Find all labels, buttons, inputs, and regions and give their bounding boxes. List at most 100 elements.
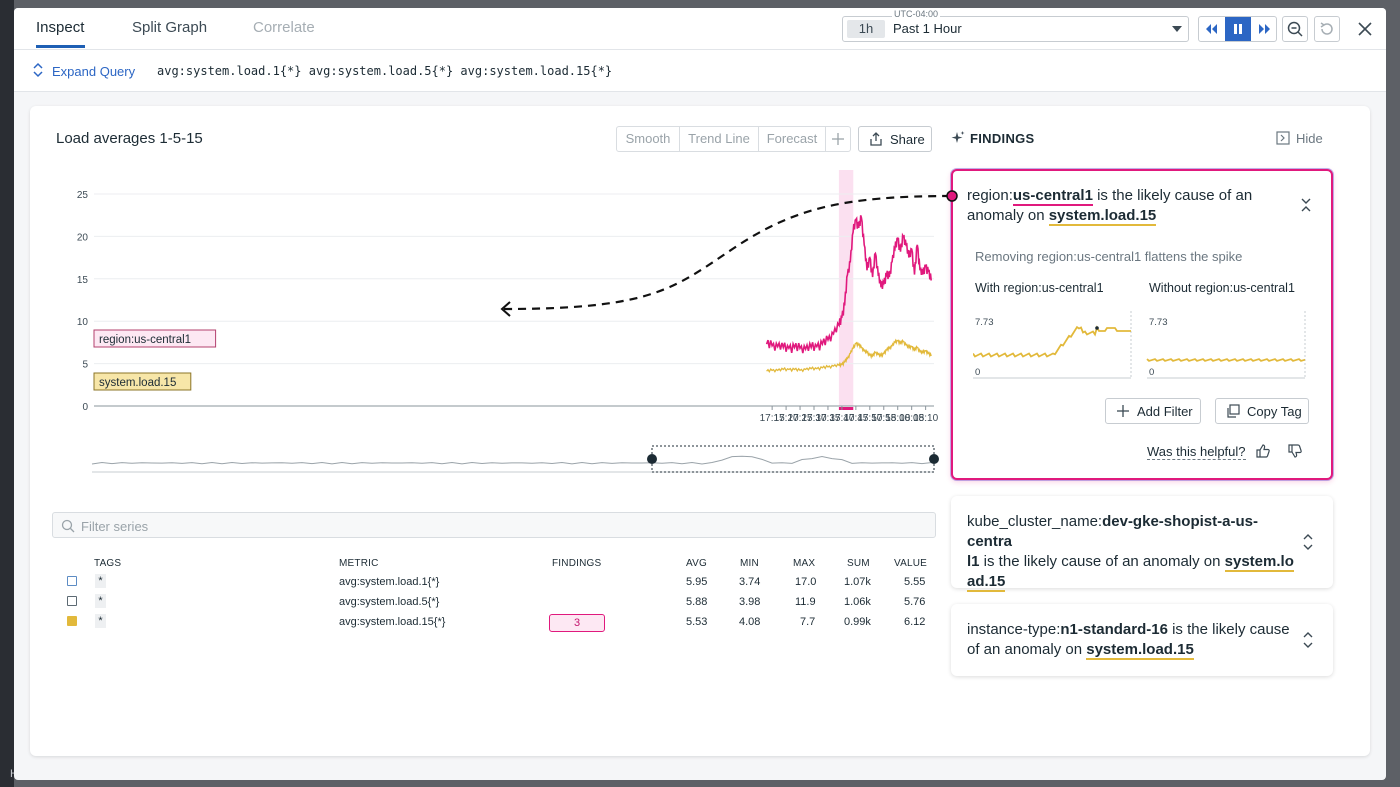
finding-tag-key: region: bbox=[967, 187, 1013, 204]
x-tick-label: 17:40 bbox=[829, 413, 854, 424]
add-filter-button[interactable]: Add Filter bbox=[1105, 398, 1201, 424]
add-filter-label: Add Filter bbox=[1137, 404, 1193, 419]
rewind-button[interactable] bbox=[1199, 17, 1225, 41]
y-tick-label: 10 bbox=[77, 317, 89, 328]
reset-icon bbox=[1320, 22, 1333, 35]
hide-findings-button[interactable]: Hide bbox=[1296, 131, 1323, 146]
sum-cell: 0.99k bbox=[844, 616, 871, 628]
finding-subtitle: Removing region:us-central1 flattens the… bbox=[975, 249, 1243, 264]
minimap-handle-left bbox=[647, 454, 657, 464]
col-header-min[interactable]: MIN bbox=[740, 558, 759, 569]
min-cell: 4.08 bbox=[739, 616, 761, 628]
forecast-toggle[interactable]: Forecast bbox=[758, 126, 826, 152]
max-cell: 7.7 bbox=[800, 616, 816, 628]
expand-icon[interactable] bbox=[1301, 533, 1315, 551]
col-header-max[interactable]: MAX bbox=[793, 558, 816, 569]
series-checkbox[interactable] bbox=[67, 596, 77, 606]
series-checkbox[interactable] bbox=[67, 576, 77, 586]
finding-card-region[interactable]: region:us-central1 is the likely cause o… bbox=[951, 169, 1333, 480]
trend-line-toggle[interactable]: Trend Line bbox=[679, 126, 759, 152]
query-bar: Expand Query avg:system.load.1{*} avg:sy… bbox=[14, 50, 1386, 92]
y-tick-label: 20 bbox=[77, 232, 89, 243]
tag-chip: * bbox=[95, 614, 106, 628]
trend-line-label: Trend Line bbox=[688, 131, 750, 146]
thumbs-down-icon[interactable] bbox=[1287, 443, 1303, 459]
pause-button[interactable] bbox=[1225, 17, 1251, 41]
min-cell: 3.98 bbox=[739, 596, 761, 608]
query-text: avg:system.load.1{*} avg:system.load.5{*… bbox=[157, 64, 613, 78]
finding-card-instance-type[interactable]: instance-type:n1-standard-16 is the like… bbox=[951, 604, 1333, 676]
avg-cell: 5.88 bbox=[686, 596, 708, 608]
series-checkbox[interactable] bbox=[67, 616, 77, 626]
time-range-picker[interactable]: 1h Past 1 Hour bbox=[842, 16, 1189, 42]
thumbs-up-icon[interactable] bbox=[1255, 443, 1271, 459]
sum-cell: 1.06k bbox=[844, 596, 871, 608]
smooth-label: Smooth bbox=[625, 131, 671, 146]
max-cell: 17.0 bbox=[795, 576, 817, 588]
with-sparkline-cursor bbox=[1095, 326, 1099, 330]
avg-cell: 5.53 bbox=[686, 616, 708, 628]
filter-series-input[interactable] bbox=[81, 517, 881, 535]
x-tick-label: 18:05 bbox=[899, 413, 924, 424]
expand-query-button[interactable]: Expand Query bbox=[52, 64, 136, 79]
finding-description: is the likely cause bbox=[1167, 621, 1290, 638]
finding-card-kube-cluster[interactable]: kube_cluster_name:dev-gke-shopist-a-us-c… bbox=[951, 496, 1333, 592]
helpful-prompt: Was this helpful? bbox=[1147, 444, 1246, 460]
finding-title: instance-type:n1-standard-16 is the like… bbox=[967, 620, 1297, 660]
tag-chip: * bbox=[95, 574, 106, 588]
x-tick-label: 17:25 bbox=[788, 413, 813, 424]
col-header-tags[interactable]: TAGS bbox=[94, 558, 122, 569]
expand-icon[interactable] bbox=[1301, 631, 1315, 649]
region-series-label: region:us-central1 bbox=[93, 329, 217, 348]
finding-tag-key: kube_cluster_name: bbox=[967, 513, 1103, 530]
col-header-value[interactable]: VALUE bbox=[894, 558, 928, 569]
x-tick-label: 17:50 bbox=[857, 413, 882, 424]
col-header-metric[interactable]: METRIC bbox=[339, 558, 379, 569]
hide-panel-icon bbox=[1276, 131, 1290, 145]
load15-series-label-text: system.load.15 bbox=[99, 377, 176, 389]
filter-series-field[interactable] bbox=[52, 512, 936, 538]
comparison-sparklines: 7.73 0 7.73 0 bbox=[973, 311, 1306, 379]
app-sidebar-strip bbox=[0, 0, 14, 787]
with-sparkline bbox=[973, 325, 1131, 358]
chart-title: Load averages 1-5-15 bbox=[56, 130, 203, 147]
y-tick-label: 0 bbox=[82, 402, 88, 413]
reset-button[interactable] bbox=[1314, 16, 1340, 42]
smooth-toggle[interactable]: Smooth bbox=[616, 126, 680, 152]
tab-correlate[interactable]: Correlate bbox=[253, 19, 315, 36]
with-min-tick: 0 bbox=[975, 367, 980, 378]
collapse-icon[interactable] bbox=[1299, 197, 1313, 213]
tag-chip: * bbox=[95, 594, 106, 608]
zoom-out-button[interactable] bbox=[1282, 16, 1308, 42]
share-button[interactable]: Share bbox=[858, 126, 932, 152]
time-range-label: Past 1 Hour bbox=[893, 21, 962, 36]
finding-title: region:us-central1 is the likely cause o… bbox=[967, 186, 1287, 226]
series-line-load15 bbox=[766, 338, 932, 373]
col-header-avg[interactable]: AVG bbox=[686, 558, 707, 569]
fast-forward-icon bbox=[1259, 24, 1270, 34]
copy-icon bbox=[1227, 404, 1240, 418]
tab-inspect[interactable]: Inspect bbox=[36, 19, 85, 36]
findings-header: FINDINGS bbox=[970, 131, 1035, 146]
tab-split-graph[interactable]: Split Graph bbox=[132, 19, 208, 36]
col-header-sum[interactable]: SUM bbox=[847, 558, 870, 569]
avg-cell: 5.95 bbox=[686, 576, 708, 588]
findings-count-badge[interactable]: 3 bbox=[549, 614, 605, 632]
copy-tag-button[interactable]: Copy Tag bbox=[1215, 398, 1309, 424]
region-series-label-box bbox=[93, 329, 217, 348]
col-header-findings[interactable]: FINDINGS bbox=[552, 558, 602, 569]
sparkle-icon bbox=[951, 131, 965, 143]
with-label: With region:us-central1 bbox=[975, 281, 1104, 295]
minimap-handle-right bbox=[929, 454, 939, 464]
fast-forward-button[interactable] bbox=[1251, 17, 1277, 41]
with-max-tick: 7.73 bbox=[975, 317, 994, 328]
add-function-button[interactable] bbox=[825, 126, 851, 152]
zoom-out-icon bbox=[1287, 21, 1303, 37]
close-button[interactable] bbox=[1354, 18, 1376, 40]
expand-icon[interactable] bbox=[32, 62, 44, 78]
anomaly-marker bbox=[838, 407, 854, 410]
finding-tag-key: instance-type: bbox=[967, 621, 1061, 638]
finding-tag-value: n1-standard-16 bbox=[1060, 621, 1168, 638]
forecast-label: Forecast bbox=[766, 131, 818, 146]
share-label: Share bbox=[890, 132, 925, 147]
